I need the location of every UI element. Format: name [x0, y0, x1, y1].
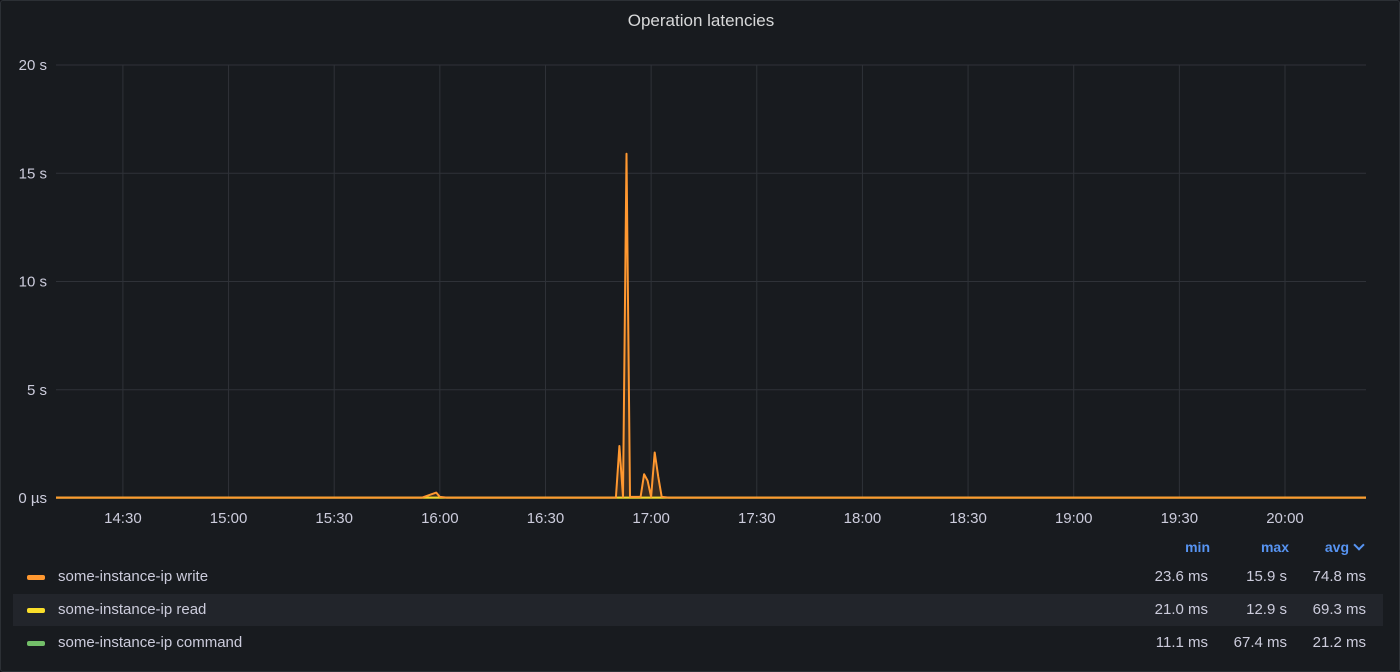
y-tick-label: 20 s	[19, 57, 47, 74]
legend-max-header[interactable]: max	[1260, 539, 1289, 555]
series-line[interactable]	[56, 152, 1366, 499]
x-tick-label: 19:30	[1161, 510, 1199, 527]
legend-max-value: 12.9 s	[1246, 601, 1287, 618]
legend-max-value: 67.4 ms	[1233, 634, 1287, 651]
legend-min-value: 23.6 ms	[1154, 568, 1208, 585]
legend-series-name[interactable]: some-instance-ip command	[58, 634, 243, 651]
legend-series-name[interactable]: some-instance-ip write	[58, 568, 209, 585]
legend-min-value: 21.0 ms	[1154, 601, 1208, 618]
x-tick-label: 15:00	[210, 510, 248, 527]
series-lines	[56, 152, 1366, 499]
legend-avg-label: avg	[1324, 539, 1349, 555]
legend-avg-header[interactable]: avg	[1297, 539, 1365, 555]
chevron-down-icon	[1353, 539, 1365, 551]
x-tick-label: 18:00	[844, 510, 882, 527]
x-tick-label: 18:30	[949, 510, 987, 527]
y-axis-ticks: 0 µs 5 s 10 s 15 s 20 s	[18, 57, 47, 507]
x-axis-ticks: 14:30 15:00 15:30 16:00 16:30 17:00 17:30 18:00…	[104, 510, 1304, 527]
legend-avg-value: 69.3 ms	[1312, 601, 1366, 618]
y-tick-label: 0 µs	[18, 490, 47, 507]
legend-series-name[interactable]: some-instance-ip read	[58, 601, 207, 618]
legend-avg-value: 74.8 ms	[1312, 568, 1366, 585]
x-tick-label: 16:30	[527, 510, 565, 527]
x-tick-label: 20:00	[1266, 510, 1304, 527]
legend-row[interactable]: some-instance-ip write 23.6 ms 15.9 s 74.8 …	[13, 561, 1383, 593]
latency-chart[interactable]: 0 µs 5 s 10 s 15 s 20 s 14:30 15:00 15:30 16:00…	[1, 1, 1400, 533]
legend-color-swatch[interactable]	[27, 641, 45, 646]
legend-row[interactable]: some-instance-ip command 11.1 ms 67.4 ms 21…	[13, 627, 1383, 659]
x-tick-label: 19:00	[1055, 510, 1093, 527]
panel-title[interactable]: Operation latencies	[627, 11, 775, 30]
x-tick-label: 14:30	[104, 510, 142, 527]
y-tick-label: 15 s	[19, 165, 47, 182]
legend-color-swatch[interactable]	[27, 608, 45, 613]
legend-max-value: 15.9 s	[1246, 568, 1287, 585]
legend-min-header[interactable]: min	[1185, 539, 1210, 555]
legend-avg-value: 21.2 ms	[1312, 634, 1366, 651]
legend-min-value: 11.1 ms	[1155, 634, 1208, 651]
chart-grid	[56, 64, 1366, 499]
x-tick-label: 15:30	[315, 510, 353, 527]
y-tick-label: 10 s	[19, 274, 47, 291]
legend-header: min max avg	[1, 539, 1400, 559]
y-tick-label: 5 s	[27, 382, 47, 399]
series-area	[56, 153, 1366, 499]
legend-color-swatch[interactable]	[27, 575, 45, 580]
x-tick-label: 17:30	[738, 510, 776, 527]
legend-row[interactable]: some-instance-ip read 21.0 ms 12.9 s 69.3 m…	[13, 594, 1383, 626]
x-tick-label: 17:00	[632, 510, 670, 527]
x-tick-label: 16:00	[421, 510, 459, 527]
